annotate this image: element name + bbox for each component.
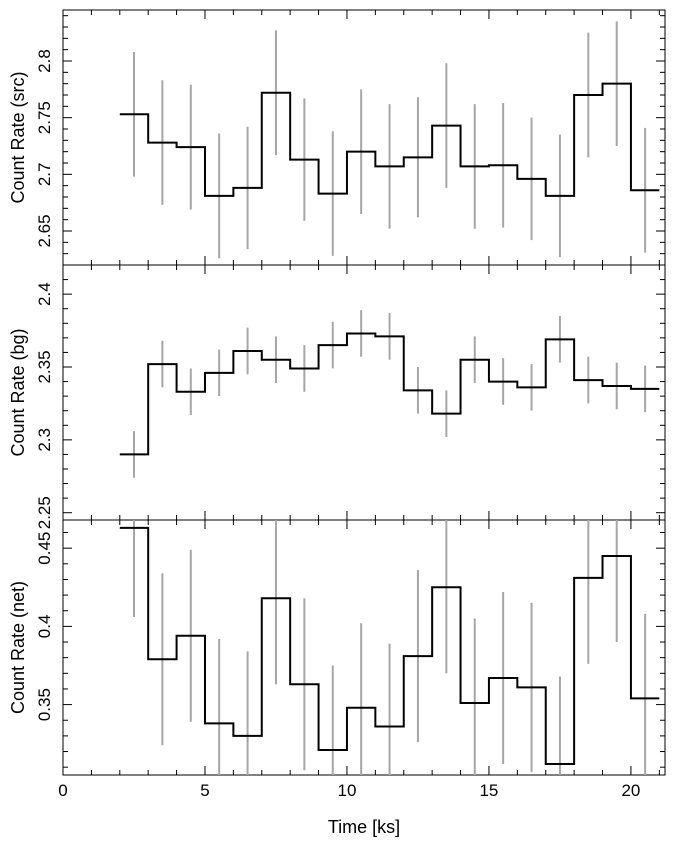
y-tick-label: 0.45 xyxy=(35,532,54,565)
panel-1: 2.65 2.7 2.75 2.8 Count Rate (src) xyxy=(8,9,666,266)
panel-2: 2.25 2.3 2.35 2.4 Count Rate (bg) xyxy=(8,264,666,529)
x-axis-title: Time [ks] xyxy=(328,817,400,837)
y-axis-title: Count Rate (net) xyxy=(8,581,28,714)
step-line xyxy=(119,82,660,197)
y-tick-label: 2.65 xyxy=(35,214,54,247)
y-tick-label: 2.25 xyxy=(35,496,54,529)
y-tick-label: 2.75 xyxy=(35,101,54,134)
x-tick-label: 0 xyxy=(58,781,67,800)
panels: 2.65 2.7 2.75 2.8 Count Rate (src) 2.25 2.3 2.3… xyxy=(8,9,666,837)
y-tick-label: 2.8 xyxy=(35,49,54,73)
y-tick-label: 2.4 xyxy=(35,282,54,306)
x-tick-label: 10 xyxy=(338,781,357,800)
plot-frame xyxy=(62,264,666,521)
x-tick-label: 5 xyxy=(200,781,209,800)
plot-frame xyxy=(62,519,666,776)
y-tick-label: 0.35 xyxy=(35,688,54,721)
y-tick-label: 0.4 xyxy=(35,615,54,639)
step-line xyxy=(119,526,660,766)
panel-3: 0.35 0.4 0.45 Count Rate (net) 0 5 10 15 20 Time … xyxy=(8,519,666,837)
y-tick-label: 2.35 xyxy=(35,350,54,383)
y-axis-title: Count Rate (src) xyxy=(8,71,28,203)
step-line xyxy=(119,332,660,456)
y-tick-label: 2.7 xyxy=(35,163,54,187)
x-tick-label: 15 xyxy=(479,781,498,800)
x-tick-label: 20 xyxy=(621,781,640,800)
y-tick-label: 2.3 xyxy=(35,428,54,452)
y-axis-title: Count Rate (bg) xyxy=(8,328,28,456)
